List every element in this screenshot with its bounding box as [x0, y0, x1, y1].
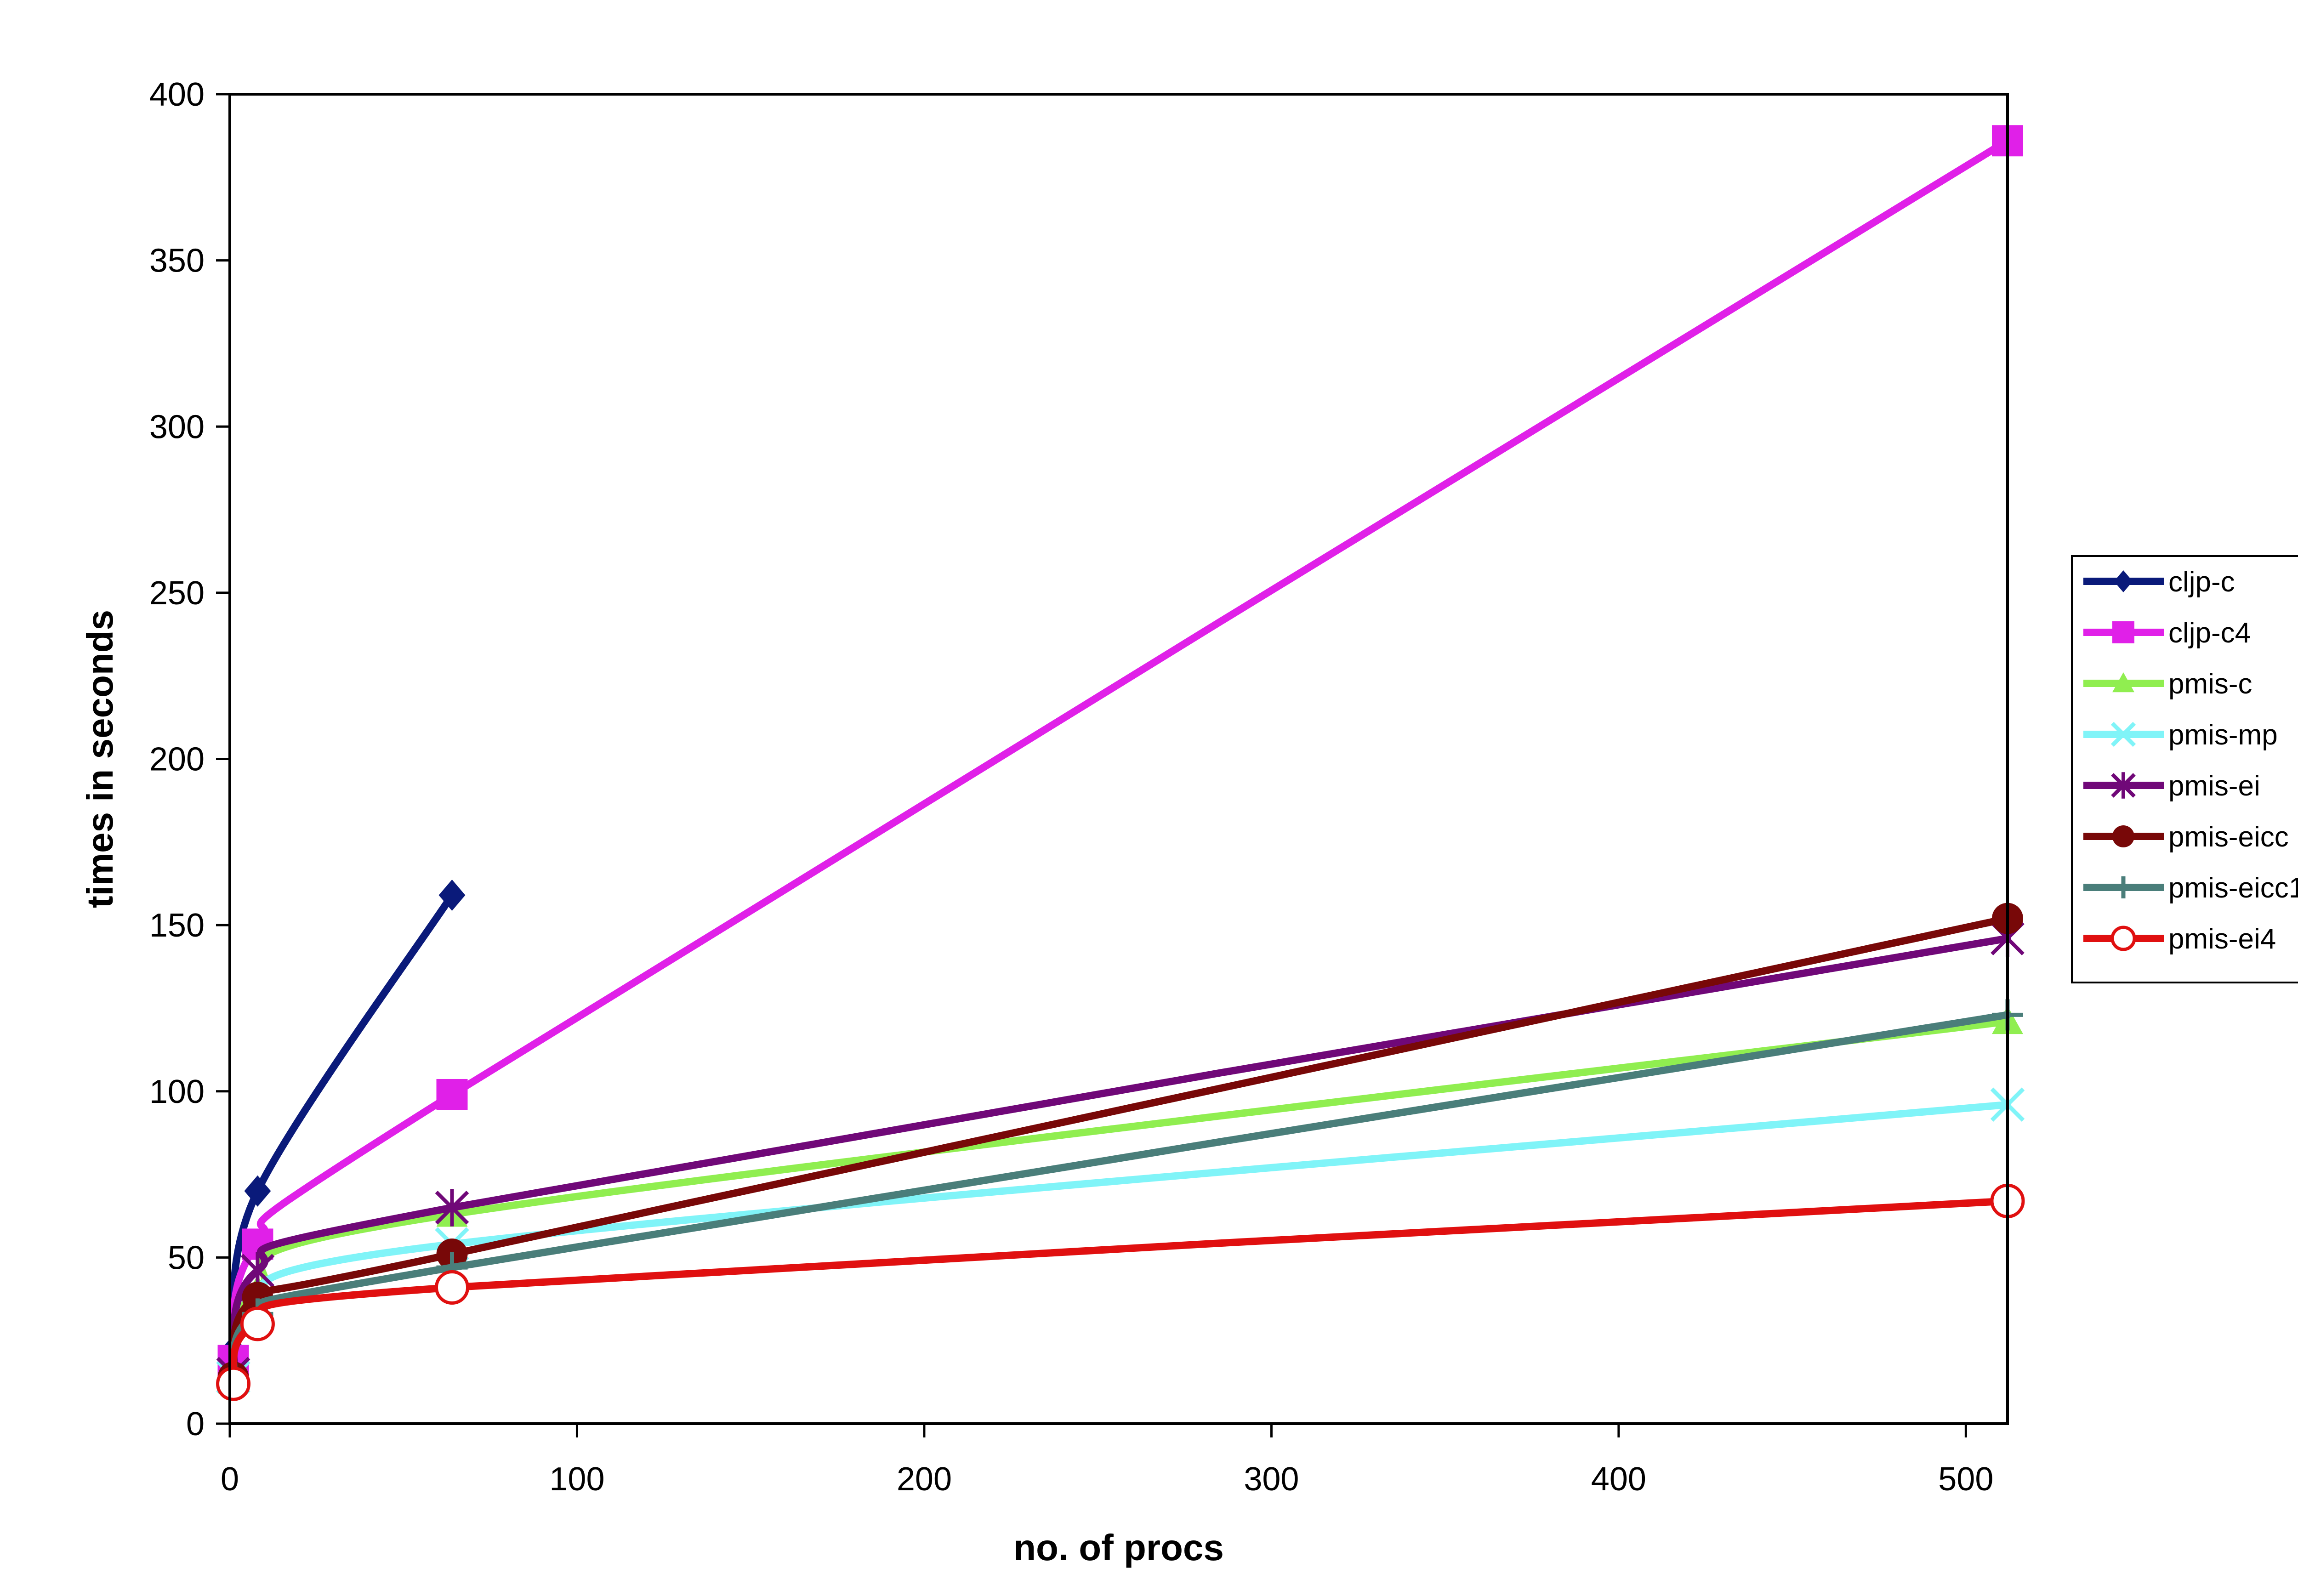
x-tick-label: 200 — [897, 1461, 952, 1498]
legend-item: pmis-mp — [2083, 719, 2278, 751]
legend-marker — [2112, 825, 2134, 847]
y-axis-ticks: 0 50 100 150 200 250 300 350 400 — [149, 76, 230, 1443]
legend-marker — [2110, 721, 2136, 747]
legend-label: pmis-c — [2168, 668, 2252, 700]
y-axis-title: times in seconds — [80, 610, 120, 908]
legend-item: pmis-ei4 — [2083, 923, 2276, 955]
legend-item: cljp-c — [2083, 566, 2235, 598]
x-tick-label: 100 — [549, 1461, 604, 1498]
plot-area-frame — [228, 93, 2009, 1425]
y-tick-label: 0 — [186, 1406, 205, 1443]
legend-marker — [2110, 926, 2136, 951]
x-axis-ticks: 0 100 200 300 400 500 — [221, 1424, 1993, 1498]
series-layer — [216, 125, 2025, 1401]
legend-label: pmis-ei — [2168, 770, 2260, 802]
y-tick-label: 50 — [168, 1239, 205, 1276]
legend-marker — [2114, 570, 2133, 592]
data-point — [435, 1189, 469, 1227]
y-tick-label: 250 — [149, 575, 205, 612]
x-tick-label: 0 — [221, 1461, 239, 1498]
legend-box — [2071, 555, 2298, 983]
legend-label: pmis-mp — [2168, 719, 2278, 751]
data-point — [244, 1175, 271, 1207]
y-tick-label: 200 — [149, 741, 205, 778]
y-tick-label: 150 — [149, 907, 205, 944]
x-tick-label: 400 — [1591, 1461, 1646, 1498]
legend-label: cljp-c4 — [2168, 617, 2251, 649]
y-tick-label: 300 — [149, 409, 205, 445]
data-point — [436, 1079, 468, 1110]
x-tick-label: 300 — [1244, 1461, 1299, 1498]
legend-item: pmis-ei — [2083, 770, 2260, 802]
y-tick-label: 400 — [149, 76, 205, 113]
legend-marker — [2112, 876, 2134, 898]
x-axis-title: no. of procs — [1013, 1527, 1224, 1568]
legend-marker — [2111, 772, 2136, 799]
x-tick-label: 500 — [1938, 1461, 1993, 1498]
legend-item: pmis-eicc1 — [2083, 872, 2298, 904]
legend-label: cljp-c — [2168, 566, 2235, 598]
data-point — [438, 880, 466, 911]
legend-marker — [2112, 672, 2134, 693]
legend-label: pmis-ei4 — [2168, 923, 2276, 955]
legend-label: pmis-eicc1 — [2168, 872, 2298, 904]
legend: cljp-c cljp-c4 pmis-c pmis-mp pmis-ei pmis-ei… — [2071, 555, 2298, 983]
legend-item: cljp-c4 — [2083, 617, 2251, 649]
data-point — [435, 1270, 469, 1305]
legend-item: pmis-c — [2083, 668, 2252, 700]
y-tick-label: 350 — [149, 243, 205, 279]
legend-item: pmis-eicc — [2083, 821, 2289, 853]
legend-label: pmis-eicc — [2168, 821, 2289, 853]
data-point — [216, 1366, 251, 1401]
y-tick-label: 100 — [149, 1073, 205, 1110]
legend-marker — [2112, 621, 2134, 643]
data-point — [240, 1306, 275, 1341]
